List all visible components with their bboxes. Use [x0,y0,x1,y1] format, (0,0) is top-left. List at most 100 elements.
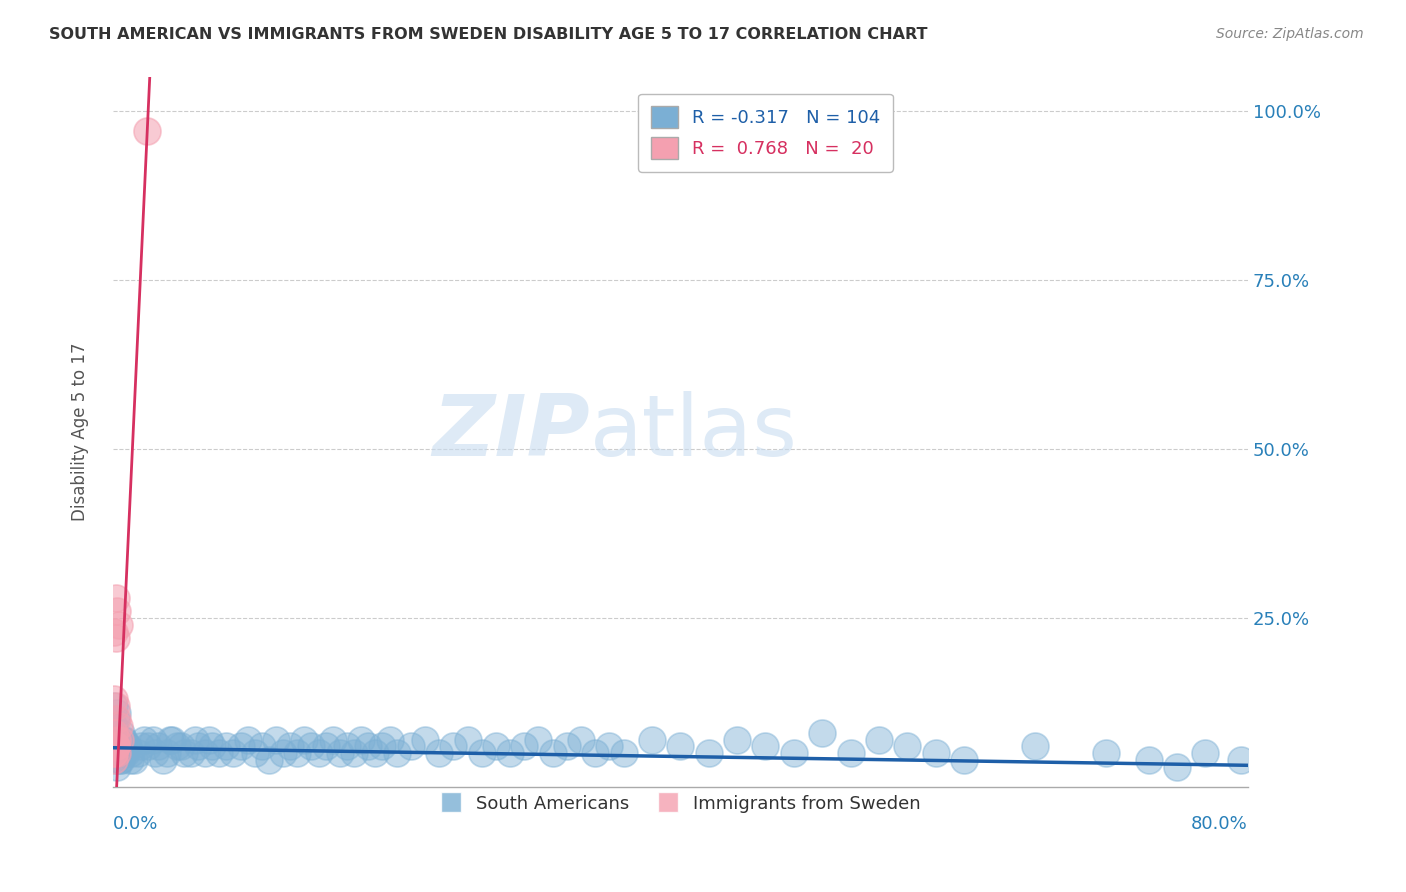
Point [104,698,127,713]
Legend: South Americans, Immigrants from Sweden: South Americans, Immigrants from Sweden [433,787,928,821]
Point [613,746,636,760]
Point [103,746,125,760]
Point [925,746,948,760]
Point [108,732,131,747]
Point [1137,753,1160,767]
Point [471,746,494,760]
Point [201,739,224,754]
Point [357,739,380,754]
Point [105,739,128,754]
Point [783,746,806,760]
Point [413,732,436,747]
Point [107,617,129,632]
Point [114,746,136,760]
Point [107,719,129,733]
Point [285,746,308,760]
Text: SOUTH AMERICAN VS IMMIGRANTS FROM SWEDEN DISABILITY AGE 5 TO 17 CORRELATION CHAR: SOUTH AMERICAN VS IMMIGRANTS FROM SWEDEN… [49,27,928,42]
Point [142,732,165,747]
Point [194,746,217,760]
Point [132,732,155,747]
Point [105,604,128,618]
Point [208,746,231,760]
Point [329,746,352,760]
Point [103,746,125,760]
Point [485,739,508,754]
Point [103,719,125,733]
Point [145,746,167,760]
Point [427,746,450,760]
Point [385,746,408,760]
Point [839,746,862,760]
Point [229,739,252,754]
Point [499,746,522,760]
Point [108,753,131,767]
Point [127,746,149,760]
Point [104,712,127,726]
Point [868,732,890,747]
Point [754,739,776,754]
Point [152,753,174,767]
Point [215,739,238,754]
Point [180,746,202,760]
Text: ZIP: ZIP [432,391,589,474]
Point [811,726,834,740]
Point [1095,746,1118,760]
Point [129,739,152,754]
Point [301,739,323,754]
Point [441,739,464,754]
Point [136,739,159,754]
Point [569,732,592,747]
Point [187,739,209,754]
Point [541,746,564,760]
Point [104,591,127,605]
Point [322,732,344,747]
Point [243,746,266,760]
Text: 0.0%: 0.0% [112,815,159,833]
Point [641,732,664,747]
Point [103,753,125,767]
Point [364,746,387,760]
Point [110,753,132,767]
Point [104,732,127,747]
Point [583,746,606,760]
Point [104,739,127,754]
Point [107,746,129,760]
Point [118,753,141,767]
Point [257,753,280,767]
Point [148,739,170,754]
Text: 80.0%: 80.0% [1191,815,1249,833]
Point [343,746,366,760]
Point [104,739,127,754]
Point [103,739,125,754]
Point [111,732,134,747]
Point [104,753,127,767]
Point [308,746,330,760]
Point [184,732,207,747]
Point [112,746,135,760]
Point [162,732,184,747]
Point [697,746,720,760]
Point [1194,746,1216,760]
Point [173,746,195,760]
Point [250,739,273,754]
Point [457,732,479,747]
Point [1166,759,1188,773]
Text: Source: ZipAtlas.com: Source: ZipAtlas.com [1216,27,1364,41]
Point [598,739,620,754]
Point [166,739,188,754]
Point [105,746,128,760]
Point [953,753,976,767]
Point [105,712,128,726]
Point [156,746,179,760]
Point [103,698,125,713]
Point [105,706,128,720]
Point [170,739,193,754]
Point [1024,739,1046,754]
Point [115,739,138,754]
Point [159,732,181,747]
Point [122,753,145,767]
Point [725,732,748,747]
Point [236,732,259,747]
Point [110,726,132,740]
Point [896,739,918,754]
